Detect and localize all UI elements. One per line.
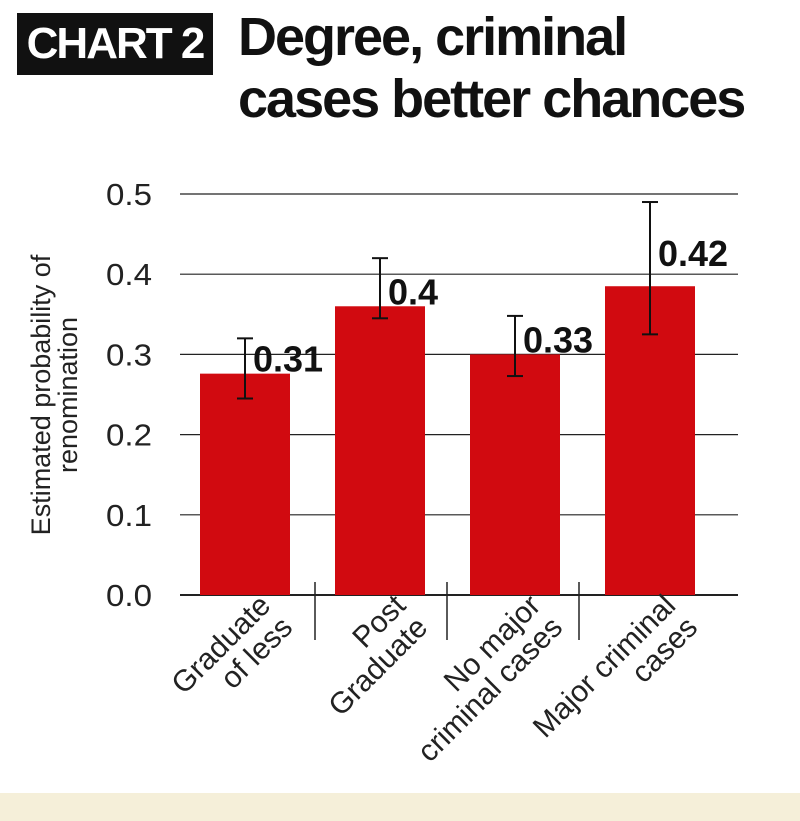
- y-tick-label: 0.0: [106, 578, 152, 613]
- bar-chart: 0.0 0.1 0.2 0.3 0.4 0.5 Estimated probability …: [26, 177, 738, 769]
- chart-title-line-2: cases better chances: [238, 69, 746, 129]
- data-label: 0.4: [388, 271, 438, 312]
- y-tick-label: 0.5: [106, 177, 152, 212]
- bar: [200, 373, 290, 595]
- bar: [335, 306, 425, 595]
- footer-band: [0, 793, 800, 821]
- y-tick-label: 0.1: [106, 498, 152, 533]
- chart-tag: CHART 2: [17, 13, 213, 75]
- data-label: 0.31: [253, 339, 323, 380]
- chart-title-line-1: Degree, criminal: [238, 7, 628, 67]
- data-label: 0.33: [523, 319, 593, 360]
- y-tick-label: 0.2: [106, 418, 152, 453]
- chart-title: Degree, criminal cases better chances: [238, 6, 793, 130]
- y-axis-label: renomination: [53, 317, 83, 473]
- y-tick-label: 0.3: [106, 337, 152, 372]
- y-axis-label: Estimated probability of: [26, 254, 56, 535]
- y-tick-label: 0.4: [106, 257, 152, 292]
- bar: [470, 354, 560, 595]
- bar: [605, 286, 695, 595]
- data-label: 0.42: [658, 233, 728, 274]
